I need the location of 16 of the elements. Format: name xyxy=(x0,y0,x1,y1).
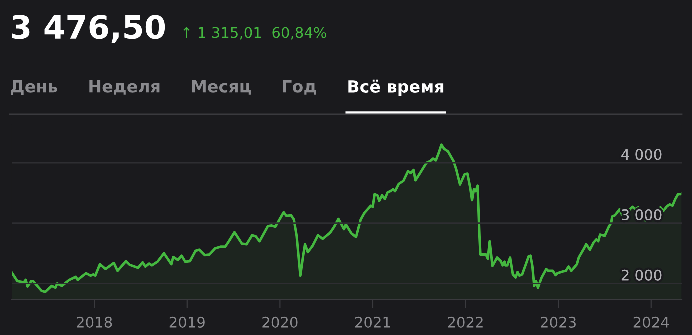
x-tick-label: 2021 xyxy=(355,316,390,328)
text: Всё время xyxy=(348,80,444,96)
x-tick-label: 2022 xyxy=(448,316,483,328)
text: День xyxy=(11,80,58,96)
x-tick-label: 2020 xyxy=(262,316,298,328)
text: Месяц xyxy=(192,80,251,95)
text: Неделя xyxy=(90,80,160,95)
x-tick-label: 2019 xyxy=(170,316,205,328)
x-tick-label: 2024 xyxy=(634,316,670,328)
x-tick-label: 2018 xyxy=(77,316,112,328)
chart-title: 3 476,50 xyxy=(12,15,166,44)
y-tick-label: 4 000 xyxy=(622,149,662,160)
text: Год xyxy=(283,80,316,95)
y-tick-label: 2 000 xyxy=(622,270,662,281)
x-tick-label: 2023 xyxy=(541,316,576,328)
chart-subtitle: ↑ 1 315,01 60,84% xyxy=(184,27,326,40)
